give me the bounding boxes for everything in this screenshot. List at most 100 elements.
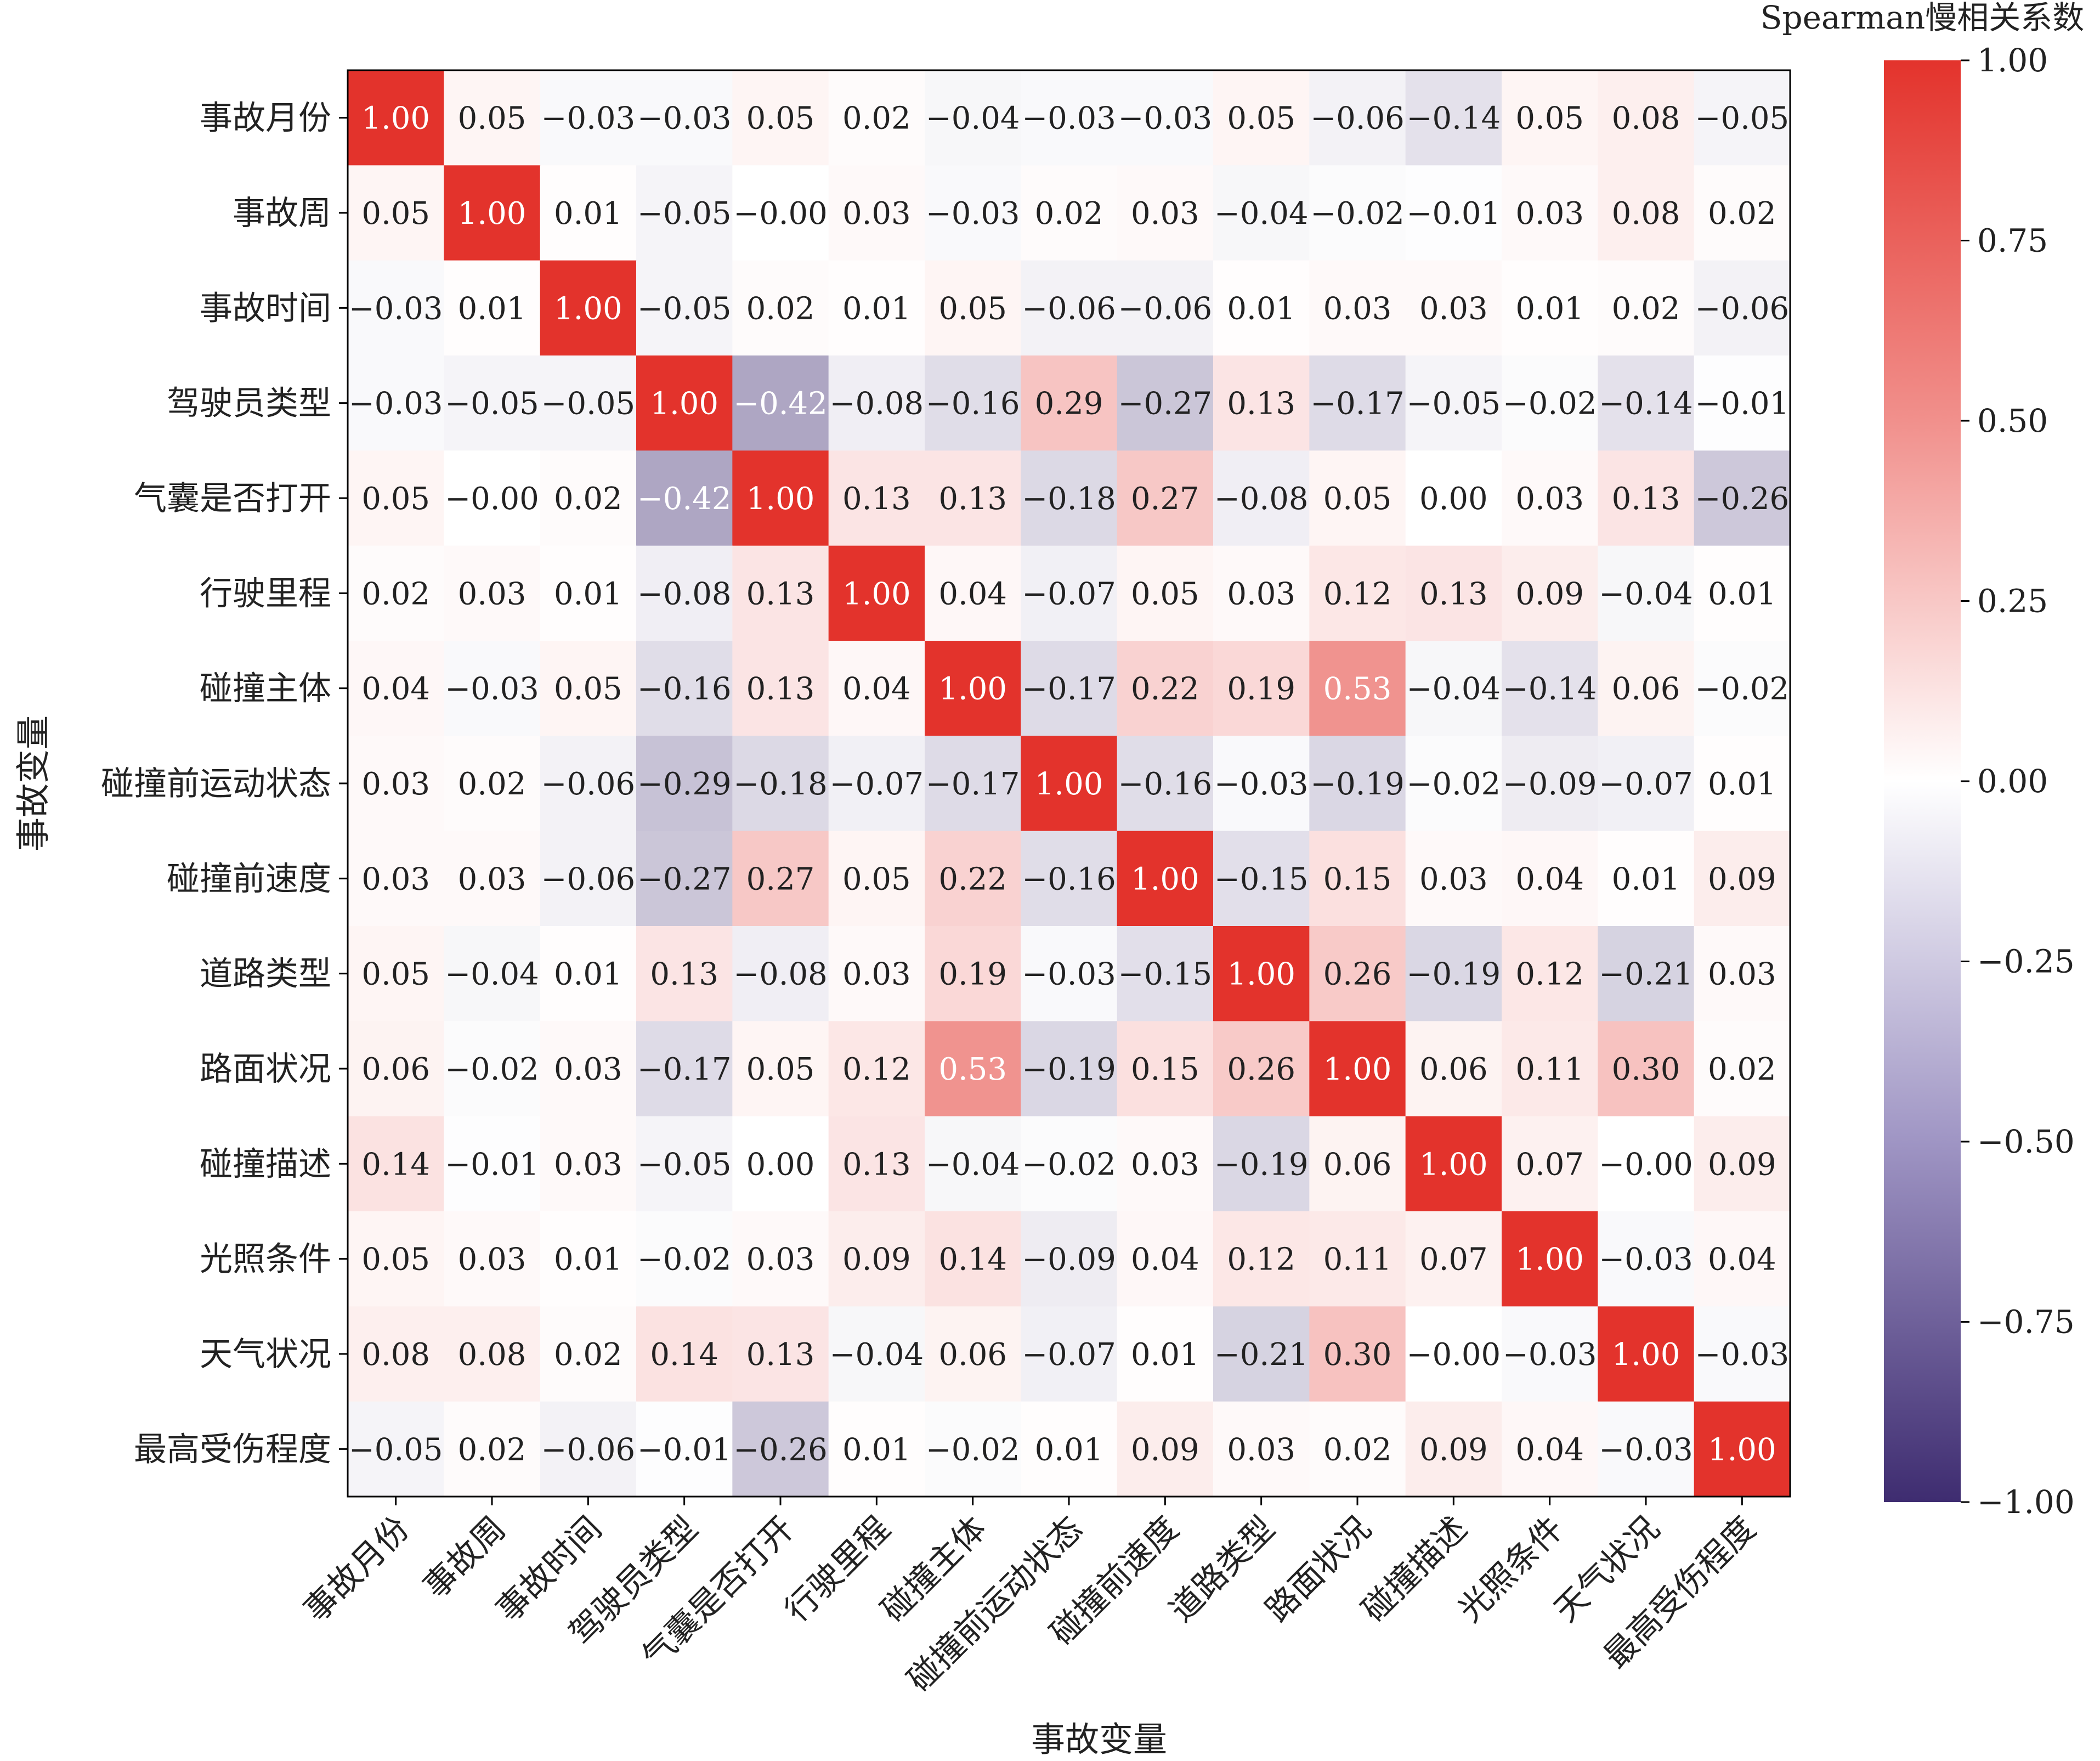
cell-value-label: 0.08 [1612, 196, 1680, 232]
y-tick-labels: 事故月份事故周事故时间驾驶员类型气囊是否打开行驶里程碰撞主体碰撞前运动状态碰撞前… [101, 99, 348, 1469]
heatmap-cell [925, 1116, 1022, 1212]
cell-value-label: −0.01 [1695, 386, 1790, 422]
heatmap-cell [540, 260, 637, 356]
heatmap-cell [348, 1306, 445, 1402]
heatmap-cell [1213, 641, 1310, 737]
cell-value-label: −0.00 [733, 196, 828, 232]
cell-value-label: −0.08 [733, 957, 828, 992]
heatmap-cell [1021, 165, 1118, 261]
heatmap-cell [925, 831, 1022, 927]
heatmap-cell [1502, 926, 1599, 1022]
heatmap-cell [828, 260, 925, 356]
cell-value-label: −0.17 [1310, 386, 1405, 422]
cell-value-label: −0.05 [1695, 101, 1790, 137]
heatmap-cell [925, 70, 1022, 166]
cell-value-label: 0.03 [1323, 291, 1392, 326]
heatmap-cell [540, 831, 637, 927]
cell-value-label: 0.01 [842, 1432, 911, 1468]
heatmap-cell [828, 1021, 925, 1117]
cell-value-label: 0.30 [1612, 1052, 1680, 1087]
cell-value-label: 0.01 [554, 576, 622, 612]
heatmap-cell [1021, 1306, 1118, 1402]
cell-value-label: −0.04 [1214, 196, 1309, 232]
heatmap-cell [1598, 545, 1695, 641]
cell-value-label: 0.03 [1131, 1147, 1199, 1182]
colorbar-tick-label: 0.00 [1977, 763, 2048, 800]
heatmap-cell [1694, 355, 1791, 451]
y-tick-label: 碰撞描述 [200, 1145, 331, 1183]
heatmap-cell [1694, 165, 1791, 261]
cell-value-label: 0.03 [1419, 861, 1488, 897]
x-tick-label: 碰撞前运动状态 [900, 1509, 1090, 1699]
heatmap-cell [1405, 1211, 1502, 1307]
cell-value-label: −0.03 [1214, 766, 1309, 802]
heatmap-cell [444, 926, 541, 1022]
cell-value-label: −0.27 [1118, 386, 1213, 422]
heatmap-cell [828, 1306, 925, 1402]
cell-value-label: −0.03 [349, 291, 443, 326]
heatmap-cell [1117, 736, 1214, 832]
heatmap-cell [636, 926, 733, 1022]
heatmap-cell [348, 1401, 445, 1497]
cell-value-label: −0.07 [1022, 576, 1116, 612]
heatmap-cell [1598, 70, 1695, 166]
cell-value-label: −0.05 [349, 1432, 443, 1468]
cell-value-label: 0.22 [1131, 671, 1199, 707]
cell-value-label: 0.13 [842, 1147, 911, 1182]
heatmap-cell [925, 355, 1022, 451]
heatmap-cell [1502, 1116, 1599, 1212]
cell-value-label: 0.02 [1323, 1432, 1392, 1468]
heatmap-cell [348, 545, 445, 641]
cell-value-label: 0.11 [1323, 1242, 1392, 1278]
cell-value-label: 0.00 [1419, 481, 1488, 517]
cell-value-label: −0.02 [445, 1052, 539, 1087]
heatmap-cell [1021, 545, 1118, 641]
cell-value-label: −0.06 [541, 766, 636, 802]
cell-value-label: 0.01 [554, 196, 622, 232]
cell-value-label: 0.02 [746, 291, 815, 326]
heatmap-cell [1694, 1211, 1791, 1307]
heatmap-cell [348, 70, 445, 166]
heatmap-cell [1502, 641, 1599, 737]
cell-value-label: −0.06 [1695, 291, 1790, 326]
heatmap-cell [732, 545, 829, 641]
cell-value-label: 0.03 [554, 1147, 622, 1182]
cell-value-label: 1.00 [1035, 766, 1103, 802]
heatmap-cell [1405, 1021, 1502, 1117]
cell-value-label: 0.04 [938, 576, 1007, 612]
cell-value-label: −0.02 [637, 1242, 732, 1278]
cell-value-label: −0.18 [1022, 481, 1116, 517]
heatmap-cell [1213, 450, 1310, 546]
heatmap-cell [1309, 165, 1406, 261]
heatmap-cell [1694, 736, 1791, 832]
cell-value-label: 0.08 [1612, 101, 1680, 137]
cell-value-label: 1.00 [938, 671, 1007, 707]
cell-value-label: −0.01 [445, 1147, 539, 1182]
heatmap-cell [732, 926, 829, 1022]
heatmap-cell [1502, 355, 1599, 451]
heatmap-cell [1405, 355, 1502, 451]
cell-value-label: −0.03 [1022, 101, 1116, 137]
x-tick-label: 事故月份 [297, 1509, 417, 1629]
cell-value-label: 0.02 [361, 576, 430, 612]
cell-value-label: −0.02 [1695, 671, 1790, 707]
cell-value-label: −0.18 [733, 766, 828, 802]
colorbar-label: Spearman慢相关系数 [1761, 0, 2084, 36]
cell-value-label: 0.03 [1227, 1432, 1295, 1468]
cell-value-label: 1.00 [1612, 1337, 1680, 1373]
heatmap-cell [636, 1116, 733, 1212]
heatmap-cell [1117, 70, 1214, 166]
heatmap-cell [1598, 926, 1695, 1022]
heatmap-cell [1502, 1021, 1599, 1117]
cell-value-label: 0.07 [1515, 1147, 1584, 1182]
heatmap-cell [1213, 736, 1310, 832]
cell-value-label: 0.13 [1419, 576, 1488, 612]
heatmap-cell [1694, 260, 1791, 356]
cell-value-label: −0.08 [830, 386, 924, 422]
heatmap-cell [540, 545, 637, 641]
cell-value-label: −0.03 [1118, 101, 1213, 137]
heatmap-cell [348, 1021, 445, 1117]
heatmap-cell [1021, 1211, 1118, 1307]
heatmap-cell [540, 165, 637, 261]
